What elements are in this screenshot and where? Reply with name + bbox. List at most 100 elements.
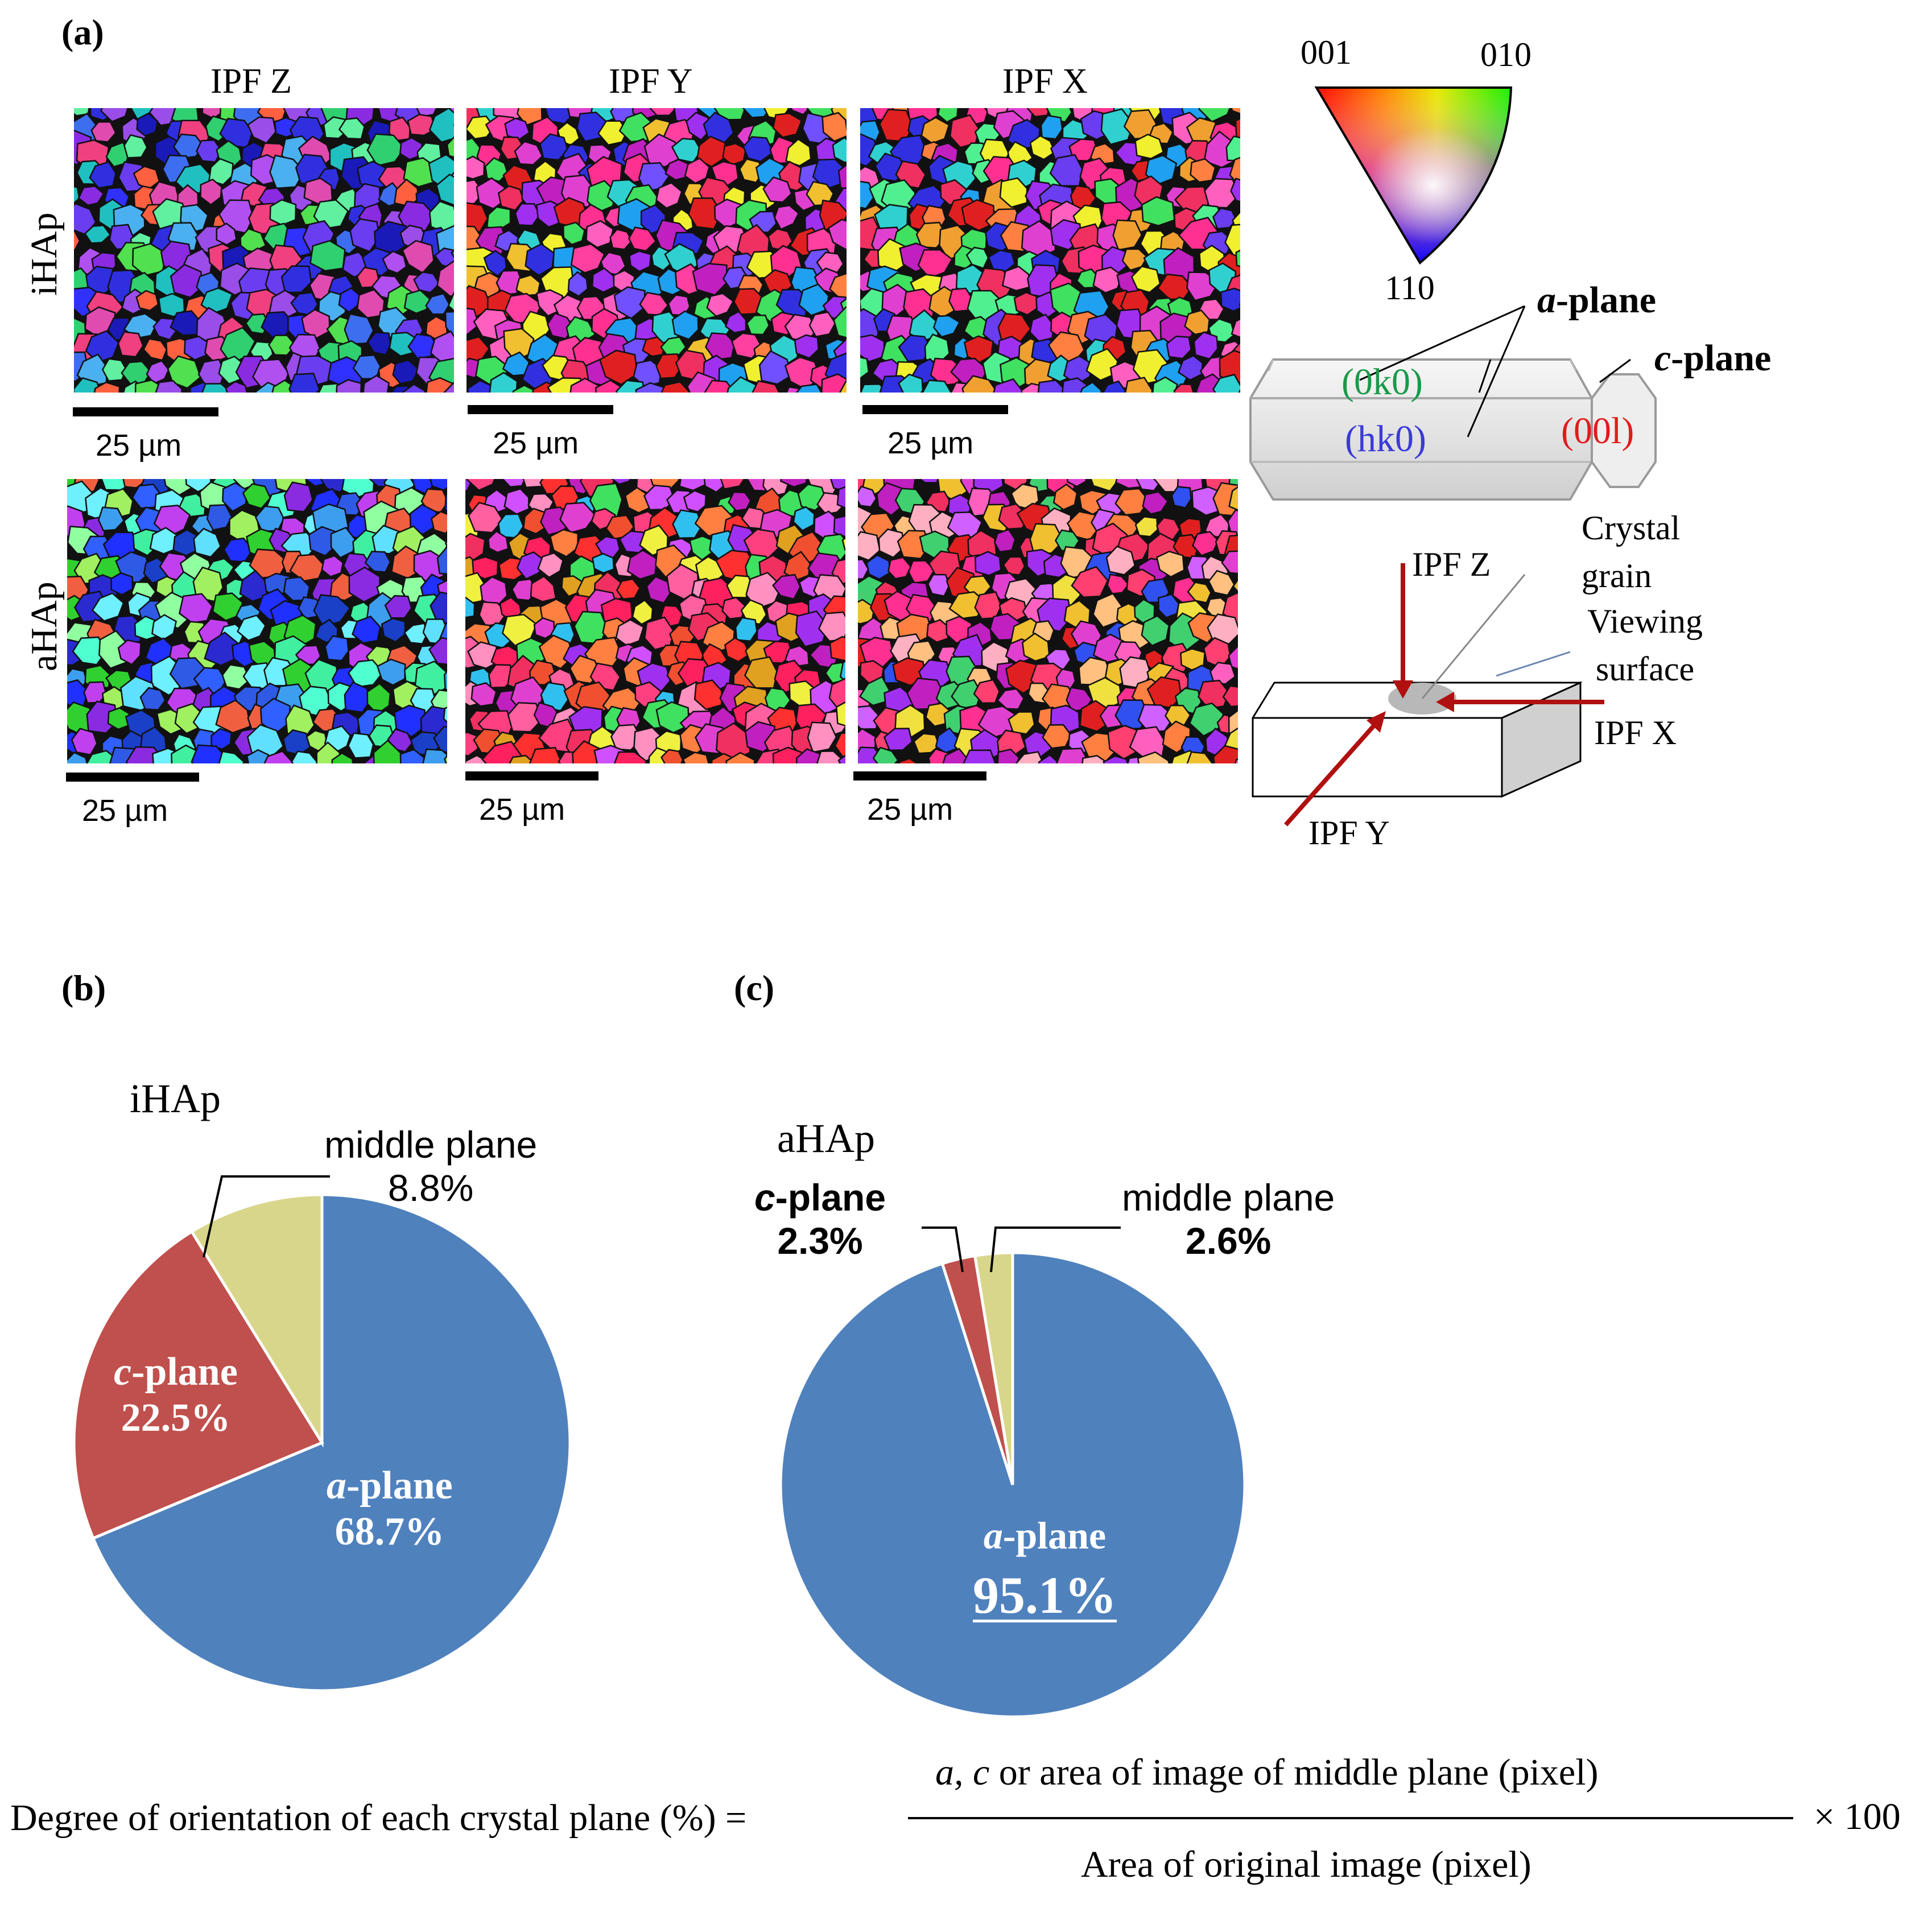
grain [484, 157, 509, 183]
grain [268, 335, 296, 356]
grain [465, 754, 490, 763]
grain [110, 572, 134, 596]
viewing-surface-label: Viewing surface [1587, 602, 1703, 688]
grain [117, 639, 142, 666]
column-title-ipf-z: IPF Z [210, 62, 292, 101]
grain [833, 515, 845, 538]
grain [466, 479, 496, 492]
grain [93, 381, 121, 393]
grain [839, 660, 845, 682]
formula-fraction-bar [908, 1817, 1793, 1819]
formula-numerator: a, c or area of image of middle plane (p… [935, 1752, 1599, 1793]
grain [430, 479, 447, 491]
grain [376, 658, 406, 686]
grain [913, 733, 940, 754]
grain [1103, 755, 1129, 763]
grain [489, 371, 518, 393]
grain [932, 315, 961, 338]
grain [832, 137, 847, 164]
grain [973, 679, 1001, 704]
grain [752, 380, 780, 393]
grain [467, 379, 495, 393]
grain [774, 204, 800, 230]
grain [1008, 711, 1035, 735]
grain [84, 224, 112, 244]
grain [626, 549, 658, 580]
grain [497, 185, 525, 212]
panel-a-label: (a) [61, 12, 104, 52]
pie-b-middle-leader-line [203, 1175, 330, 1258]
panel-c-label: (c) [734, 968, 775, 1008]
grain [1187, 581, 1212, 604]
grain [301, 308, 331, 339]
pie-b-middle-label: middle plane 8.8% [324, 1124, 538, 1209]
grain [672, 509, 703, 539]
grain [562, 221, 585, 246]
grain [430, 330, 454, 365]
grain [549, 528, 579, 558]
face-hk0-label: (hk0) [1345, 418, 1426, 460]
grain [444, 492, 447, 512]
grain [403, 622, 428, 645]
grain [616, 578, 641, 600]
grain [467, 155, 485, 180]
grain [321, 555, 344, 578]
grain [629, 250, 652, 272]
grain [155, 379, 183, 393]
grain [1235, 758, 1238, 763]
grain [373, 740, 404, 763]
grain [1228, 645, 1238, 670]
grain [613, 751, 648, 763]
grain [837, 164, 847, 191]
grain [465, 572, 487, 605]
grain [628, 226, 657, 252]
grain [436, 260, 454, 298]
grain [426, 377, 453, 393]
grain [643, 133, 681, 168]
grain [792, 506, 815, 532]
formula-lhs: Degree of orientation of each crystal pl… [10, 1797, 747, 1839]
grain [772, 112, 803, 138]
grain [502, 351, 530, 377]
grain [288, 373, 320, 393]
grain [1136, 479, 1162, 492]
grain [726, 376, 758, 393]
grain [381, 617, 406, 643]
ipf-z-direction-label: IPF Z [1412, 546, 1491, 583]
grain [1029, 135, 1056, 160]
grain [1235, 249, 1240, 267]
grain [1173, 383, 1195, 393]
legend-label-110: 110 [1385, 269, 1435, 307]
grain [394, 704, 427, 738]
ebsd-map-ahap-ipf-y [465, 479, 845, 763]
grain [1208, 569, 1235, 596]
grain [835, 701, 845, 726]
grain [609, 228, 633, 250]
grain [468, 502, 504, 534]
grain [794, 334, 819, 359]
grain [898, 373, 924, 393]
grain [402, 383, 426, 393]
grain [682, 751, 710, 763]
grain [152, 317, 178, 341]
grain [686, 112, 712, 141]
grain [706, 292, 734, 317]
grain [878, 528, 906, 559]
formula-denominator: Area of original image (pixel) [1081, 1844, 1531, 1885]
grain [742, 136, 774, 163]
pie-slice-middle-plane [189, 1195, 324, 1448]
grain [722, 142, 747, 166]
grain [716, 722, 751, 762]
grain [1134, 515, 1158, 538]
grain [1221, 550, 1238, 575]
grain [1071, 565, 1109, 598]
grain [610, 479, 631, 485]
grain [993, 378, 1025, 393]
grain [572, 740, 602, 763]
grain [883, 728, 913, 751]
grain [927, 573, 950, 597]
grain [507, 702, 543, 733]
pie-b-c-label: c-plane 22.5% [114, 1350, 238, 1440]
grain [67, 751, 88, 763]
grain [559, 502, 597, 534]
